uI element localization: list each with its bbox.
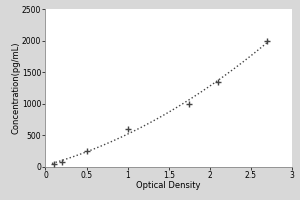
- X-axis label: Optical Density: Optical Density: [136, 181, 201, 190]
- Y-axis label: Concentration(pg/mL): Concentration(pg/mL): [12, 42, 21, 134]
